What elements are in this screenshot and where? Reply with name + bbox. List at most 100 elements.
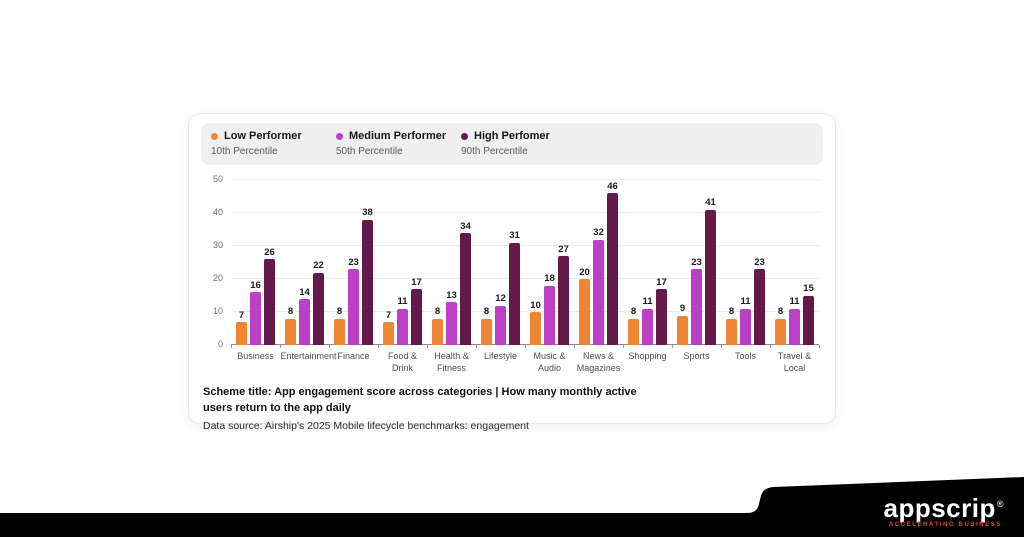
bar	[348, 269, 359, 346]
logo-tagline: ACCELERATING BUSINESS	[888, 522, 1002, 528]
y-axis-tick-label: 30	[212, 240, 223, 251]
bar-group: 8 11 23 Tools	[721, 177, 770, 375]
bar-value-label: 10	[530, 299, 541, 311]
x-axis-tick	[574, 345, 575, 349]
x-axis-tick	[476, 345, 477, 349]
category-label: Finance	[337, 351, 370, 362]
gridline	[231, 179, 819, 181]
bar	[411, 289, 422, 346]
bar	[544, 285, 555, 346]
bar	[530, 312, 541, 346]
category-label: Shopping	[628, 351, 667, 362]
bar	[250, 292, 261, 346]
bar-value-label: 8	[777, 306, 784, 318]
caption: Scheme title: App engagement score acros…	[189, 375, 835, 432]
bar-value-label: 8	[728, 306, 735, 318]
y-axis-tick-label: 50	[212, 174, 223, 185]
plot-area: 7 16 26 Business 8 14 22 Entertainment 8 23 38 Fina…	[231, 177, 820, 375]
category-label: Tools	[734, 351, 756, 362]
bar-value-label: 11	[740, 296, 751, 308]
x-axis-tick	[280, 345, 281, 349]
x-axis-tick	[427, 345, 428, 349]
appscrip-logo: appscrip® ACCELERATING BUSINESS	[883, 495, 1004, 528]
bar-value-label: 11	[642, 296, 653, 308]
bar	[642, 308, 653, 346]
x-axis-tick	[378, 345, 379, 349]
bar-value-label: 17	[656, 276, 667, 288]
bar	[754, 269, 765, 346]
scheme-title: Scheme title: App engagement score acros…	[203, 386, 637, 415]
banner-shape	[0, 477, 1024, 537]
bar-group: 8 13 34 Health & Fitness	[427, 177, 476, 375]
bar	[299, 299, 310, 346]
bar-value-label: 46	[607, 180, 618, 192]
bar-value-label: 34	[460, 220, 471, 232]
bar	[705, 209, 716, 346]
bar-value-label: 23	[348, 256, 359, 268]
bar	[264, 259, 275, 346]
bar	[236, 322, 247, 346]
x-axis-tick	[770, 345, 771, 349]
category-label: Business	[237, 351, 274, 362]
bar	[593, 239, 604, 346]
bar-value-label: 23	[691, 256, 702, 268]
bar	[579, 279, 590, 346]
legend-sublabel: 90th Percentile	[461, 146, 528, 158]
bar-group: 8 12 31 Lifestyle	[476, 177, 525, 375]
y-axis-tick-label: 10	[212, 306, 223, 317]
bar	[285, 318, 296, 346]
legend-dot-icon	[336, 133, 343, 141]
bar-group: 8 11 15 Travel & Local	[770, 177, 819, 375]
bar-value-label: 8	[630, 306, 637, 318]
y-axis-tick-label: 0	[217, 339, 223, 350]
bar	[397, 308, 408, 346]
bar-value-label: 16	[250, 279, 261, 291]
bar-group: 20 32 46 News & Magazines	[574, 177, 623, 375]
bar-chart: 7 16 26 Business 8 14 22 Entertainment 8 23 38 Fina…	[201, 174, 820, 375]
x-axis-tick	[623, 345, 624, 349]
bar-value-label: 26	[264, 246, 275, 258]
gridline	[231, 311, 819, 313]
category-label: Health & Fitness	[434, 351, 469, 374]
bar	[726, 318, 737, 346]
gridline	[231, 245, 819, 247]
bar	[789, 308, 800, 346]
category-label: News & Magazines	[576, 351, 621, 374]
legend-item: High Perfomer 90th Percentile	[461, 130, 586, 157]
bar-value-label: 7	[385, 309, 392, 321]
logo-wordmark: appscrip®	[883, 495, 1004, 521]
bar-value-label: 41	[705, 197, 716, 209]
gridline	[231, 278, 819, 280]
x-axis-tick	[721, 345, 722, 349]
category-label: Sports	[683, 351, 710, 362]
bar	[656, 289, 667, 346]
bar-group: 10 18 27 Music & Audio	[525, 177, 574, 375]
bar-value-label: 7	[238, 309, 245, 321]
x-axis-tick	[329, 345, 330, 349]
bar-value-label: 11	[397, 296, 408, 308]
data-source: Data source: Airship's 2025 Mobile lifec…	[203, 420, 529, 433]
x-axis-tick	[525, 345, 526, 349]
bar-group: 9 23 41 Sports	[672, 177, 721, 375]
bar-value-label: 11	[789, 296, 800, 308]
bar-value-label: 17	[411, 276, 422, 288]
bar	[558, 256, 569, 346]
bar	[313, 272, 324, 346]
legend: Low Performer 10th Percentile Medium Perfo…	[201, 123, 823, 166]
bar-value-label: 8	[434, 306, 441, 318]
logo-text: appscrip	[883, 493, 996, 523]
category-label: Music & Audio	[533, 351, 566, 374]
bar-value-label: 8	[287, 306, 294, 318]
bar	[432, 318, 443, 346]
legend-label: High Perfomer	[474, 130, 550, 142]
bar	[362, 219, 373, 346]
legend-sublabel: 50th Percentile	[336, 146, 403, 158]
legend-label: Medium Performer	[349, 130, 447, 142]
x-axis-tick	[231, 345, 232, 349]
bar	[446, 302, 457, 346]
legend-label: Low Performer	[224, 130, 302, 142]
bar-group: 8 11 17 Shopping	[623, 177, 672, 375]
bar-value-label: 32	[593, 227, 604, 239]
bar-value-label: 13	[446, 289, 457, 301]
